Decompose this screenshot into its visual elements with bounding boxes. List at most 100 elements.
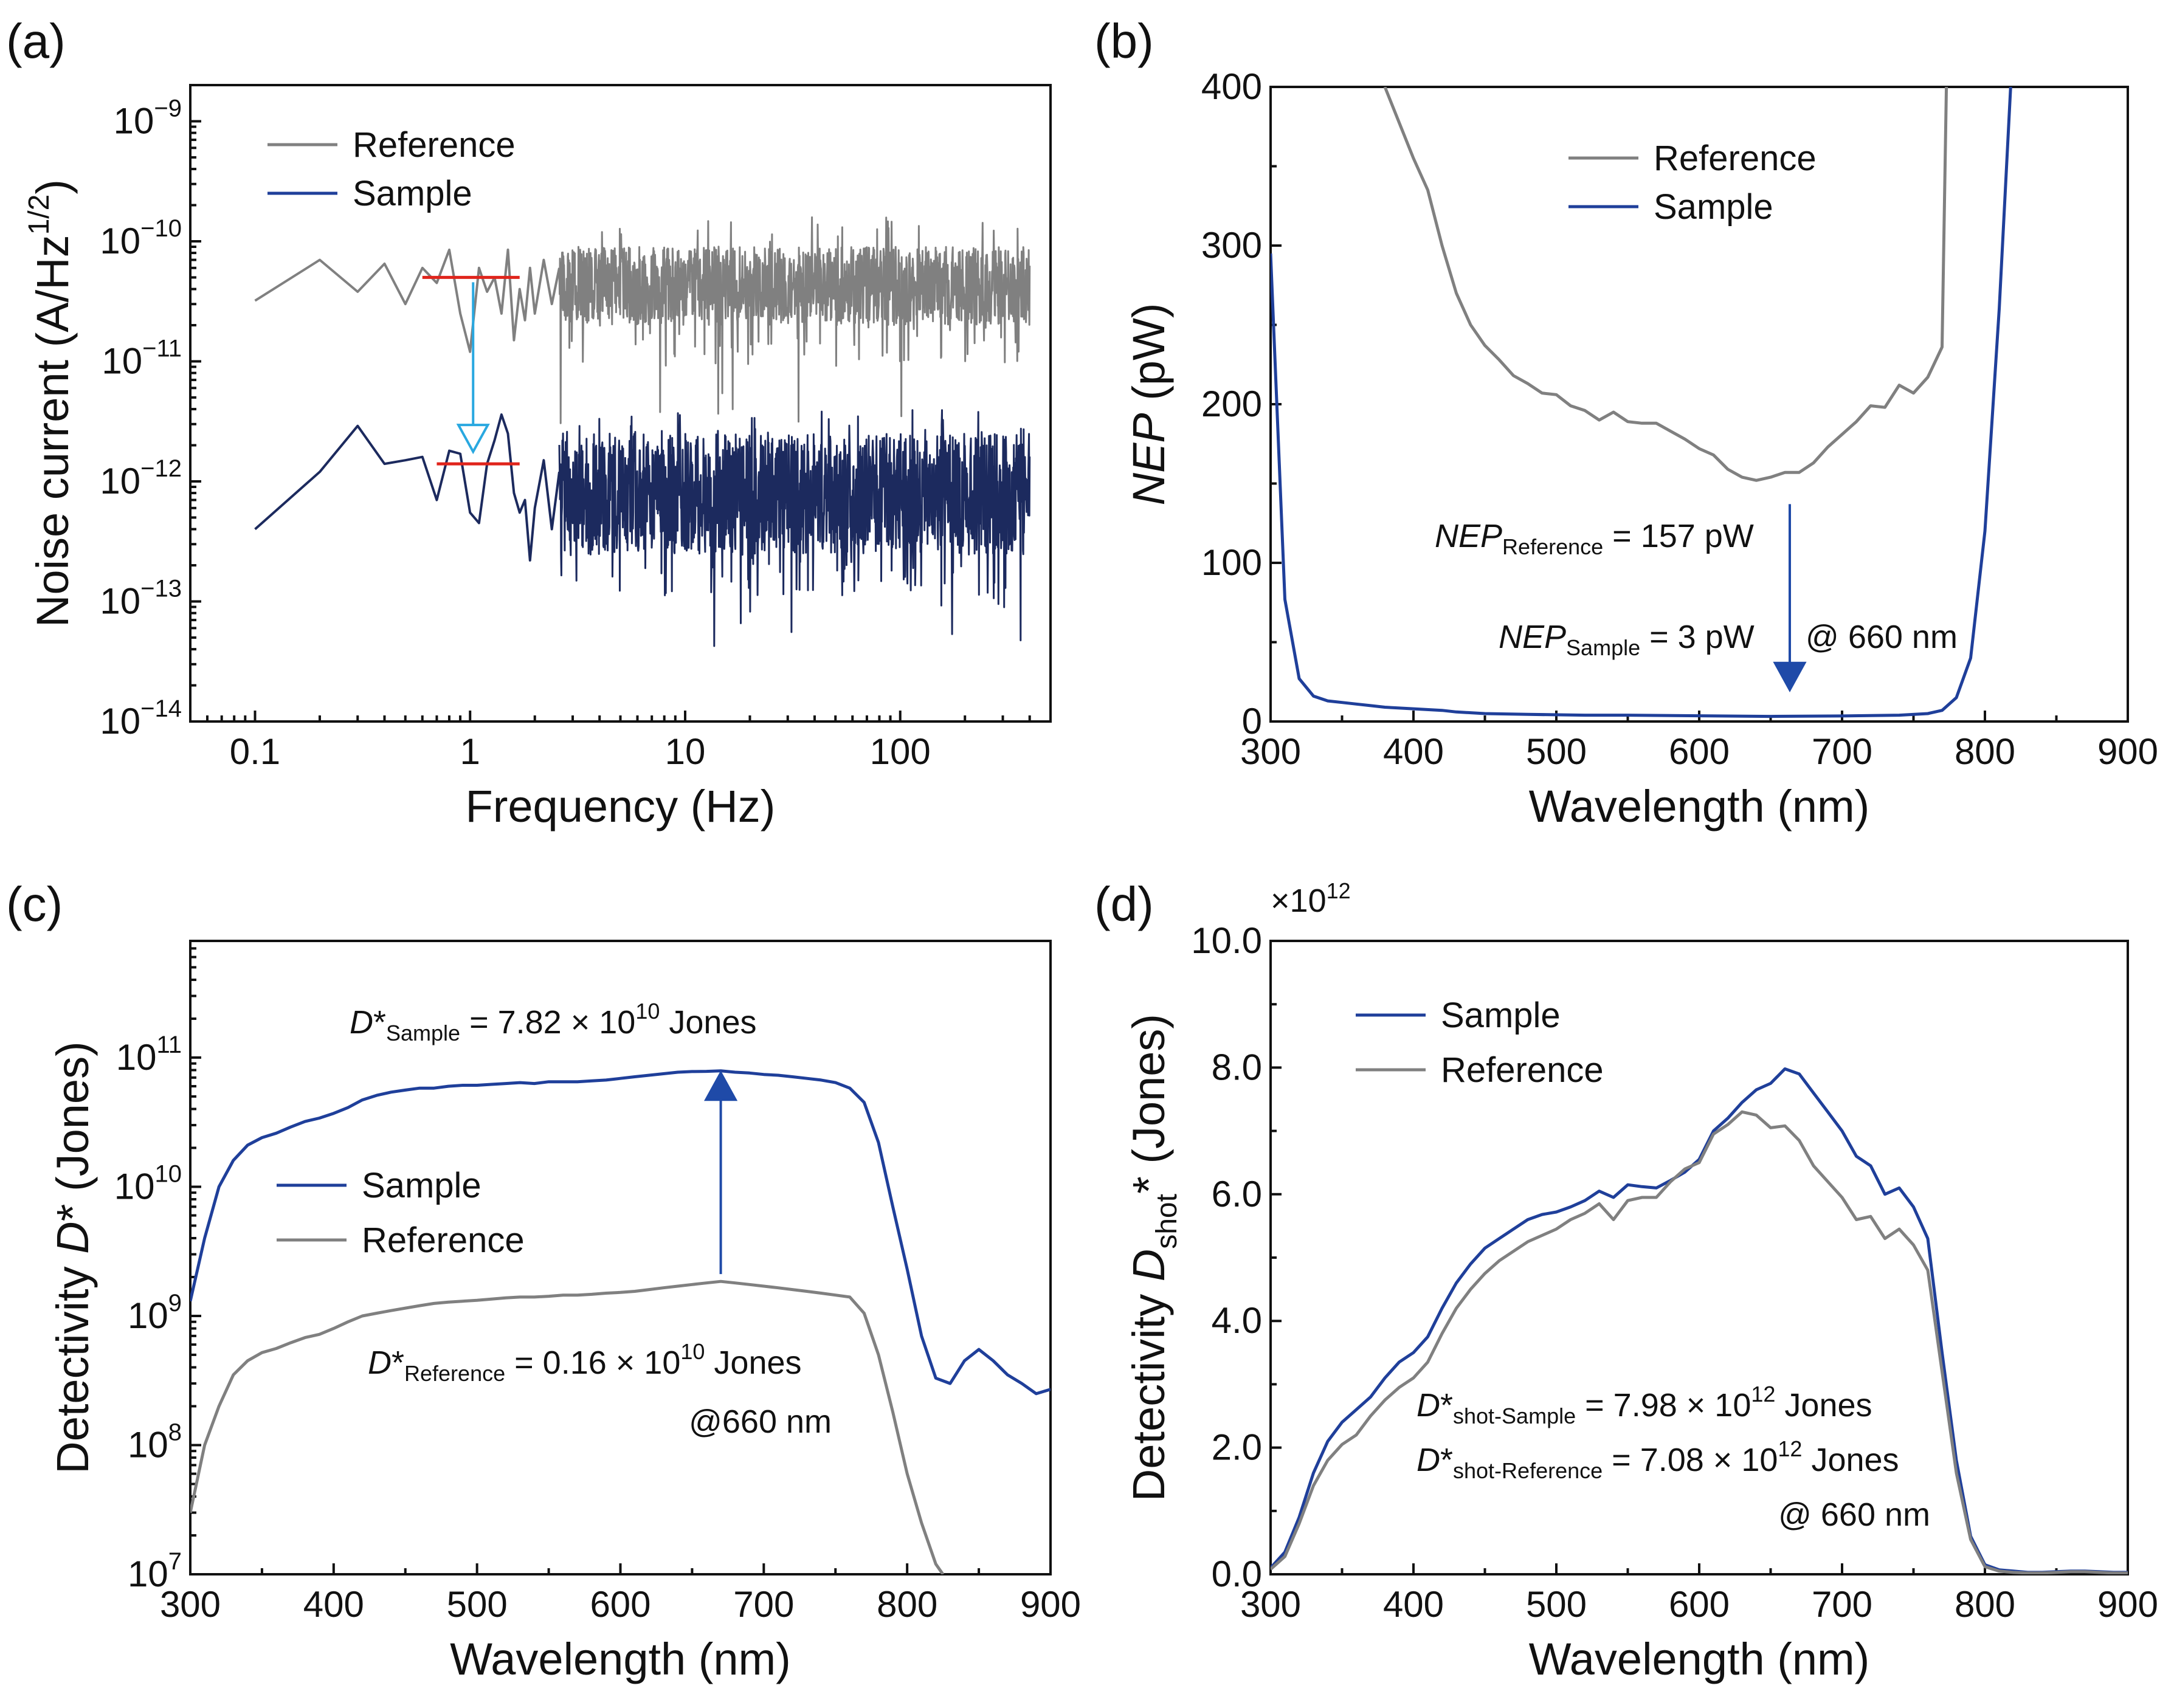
x-tick-label: 500 — [447, 1584, 508, 1625]
x-tick-label: 10 — [665, 731, 706, 772]
x-tick-label: 800 — [877, 1584, 937, 1625]
x-tick-label: 300 — [1240, 1584, 1301, 1625]
arrow-head — [1773, 661, 1807, 692]
y-tick-label: 107 — [128, 1548, 182, 1594]
y-tick-label: 10−10 — [100, 215, 182, 261]
annotation-shot-sample: D*shot-Sample = 7.98 × 1012 Jones — [1417, 1382, 1872, 1428]
series-line-reference — [254, 248, 561, 353]
y-tick-label: 10−13 — [100, 575, 182, 621]
legend-label-sample: Sample — [362, 1166, 481, 1205]
y-axis-label: Detectivity D* (Jones) — [47, 1041, 98, 1473]
legend-label-reference: Reference — [1441, 1050, 1604, 1090]
annotation-d-reference: D*Reference = 0.16 × 1010 Jones — [368, 1339, 802, 1386]
x-tick-label: 700 — [1812, 1584, 1872, 1625]
x-axis-label: Wavelength (nm) — [1529, 1634, 1870, 1684]
series-line-reference — [1383, 87, 1948, 482]
legend-label-reference: Reference — [353, 125, 516, 165]
panel-d: (d) 300 400 500 600 700 800 900 0.0 2.0 4.0 6.0 8.0… — [1094, 877, 2158, 1684]
x-tick-label: 600 — [1669, 1584, 1730, 1625]
x-tick-label: 400 — [303, 1584, 364, 1625]
x-axis-label: Frequency (Hz) — [466, 781, 776, 832]
plot-a: 0.1 1 10 100 10−14 10−13 10−12 10−11 10−10 10−9 Fr… — [23, 84, 1052, 832]
panel-label-c: (c) — [6, 877, 63, 931]
annotation-nep-reference: NEPReference = 157 pW — [1435, 518, 1754, 559]
y-tick-label: 2.0 — [1212, 1427, 1262, 1468]
panel-a: (a) 0.1 1 10 100 10−14 10−13 10−12 10−11 10−10 10… — [6, 14, 1052, 832]
y-tick-label: 0.0 — [1212, 1554, 1262, 1594]
y-tick-label: 400 — [1201, 66, 1262, 107]
x-tick-label: 800 — [1955, 1584, 2015, 1625]
x-tick-label: 900 — [2097, 731, 2158, 772]
y-multiplier: ×1012 — [1271, 878, 1351, 919]
series-line-sample — [1271, 1067, 2128, 1574]
y-tick-label: 108 — [128, 1419, 182, 1465]
panel-label-d: (d) — [1094, 877, 1154, 931]
y-tick-label: 10−9 — [114, 95, 182, 141]
x-tick-label: 1 — [460, 731, 480, 772]
plot-c: 300 400 500 600 700 800 900 107 108 109 1010 1011 Wa… — [47, 940, 1081, 1684]
arrow-head — [456, 424, 490, 455]
series-line-sample — [254, 413, 561, 562]
y-tick-label: 109 — [128, 1290, 182, 1336]
x-tick-label: 900 — [1020, 1584, 1081, 1625]
annotation-wavelength: @660 nm — [689, 1403, 832, 1440]
x-tick-label: 400 — [1383, 731, 1444, 772]
x-tick-label: 0.1 — [230, 731, 280, 772]
x-tick-label: 900 — [2097, 1584, 2158, 1625]
x-tick-label: 700 — [733, 1584, 794, 1625]
y-tick-label: 200 — [1201, 384, 1262, 424]
plot-b: 300 400 500 600 700 800 900 0 100 200 300 400 Wavele… — [1123, 66, 2158, 832]
x-tick-label: 400 — [1383, 1584, 1444, 1625]
y-tick-label: 1010 — [114, 1160, 182, 1207]
series-line-sample — [190, 1069, 1051, 1396]
x-tick-label: 600 — [1669, 731, 1730, 772]
noise-band-sample — [558, 409, 1031, 647]
legend-label-sample: Sample — [353, 174, 472, 213]
y-tick-label: 6.0 — [1212, 1174, 1262, 1214]
y-tick-label: 4.0 — [1212, 1300, 1262, 1341]
plot-d: 300 400 500 600 700 800 900 0.0 2.0 4.0 6.0 8.0 10.0… — [1123, 878, 2158, 1684]
y-tick-label: 100 — [1201, 542, 1262, 583]
series-line-sample — [1271, 87, 2012, 718]
x-tick-label: 600 — [590, 1584, 650, 1625]
y-tick-label: 10−11 — [102, 335, 182, 381]
y-axis-label: NEP (pW) — [1123, 303, 1174, 505]
plot-frame — [1269, 940, 2129, 1575]
panel-label-b: (b) — [1094, 14, 1154, 68]
legend-label-reference: Reference — [362, 1221, 525, 1260]
series-line-reference — [190, 1279, 945, 1574]
y-tick-label: 8.0 — [1212, 1047, 1262, 1087]
arrow-head — [703, 1070, 738, 1101]
x-tick-label: 300 — [160, 1584, 221, 1625]
x-tick-label: 800 — [1955, 731, 2015, 772]
y-tick-label: 10.0 — [1191, 920, 1262, 961]
x-tick-label: 300 — [1240, 731, 1301, 772]
panel-b: (b) 300 400 500 600 700 800 900 0 100 200 300 400 Wa… — [1094, 14, 2158, 832]
annotation-nep-sample: NEPSample = 3 pW — [1499, 619, 1755, 660]
y-tick-label: 1011 — [116, 1031, 182, 1078]
x-axis-label: Wavelength (nm) — [1529, 781, 1870, 832]
x-tick-label: 100 — [870, 731, 931, 772]
x-tick-label: 500 — [1526, 1584, 1587, 1625]
panel-c: (c) 300 400 500 600 700 800 900 107 108 109 1010 10… — [6, 877, 1081, 1684]
plot-frame — [189, 84, 1052, 723]
annotation-shot-reference: D*shot-Reference = 7.08 × 1012 Jones — [1417, 1436, 1899, 1483]
legend-label-sample: Sample — [1654, 187, 1773, 227]
y-axis-label: Noise current (A/Hz1/2) — [23, 179, 78, 627]
y-tick-label: 10−12 — [100, 455, 182, 501]
legend-label-sample: Sample — [1441, 996, 1561, 1035]
y-tick-label: 10−14 — [100, 695, 182, 742]
y-axis-label: Detectivity Dshot* (Jones) — [1123, 1014, 1183, 1501]
y-tick-label: 0 — [1242, 701, 1262, 742]
annotation-wavelength: @ 660 nm — [1778, 1496, 1930, 1533]
legend-label-reference: Reference — [1654, 139, 1817, 178]
x-tick-label: 700 — [1812, 731, 1872, 772]
y-tick-label: 300 — [1201, 225, 1262, 266]
x-axis-label: Wavelength (nm) — [450, 1634, 791, 1684]
series-line-reference — [1271, 1110, 2128, 1574]
x-tick-label: 500 — [1526, 731, 1587, 772]
annotation-wavelength: @ 660 nm — [1806, 619, 1958, 655]
noise-band-reference — [558, 216, 1031, 424]
panel-label-a: (a) — [6, 14, 66, 68]
